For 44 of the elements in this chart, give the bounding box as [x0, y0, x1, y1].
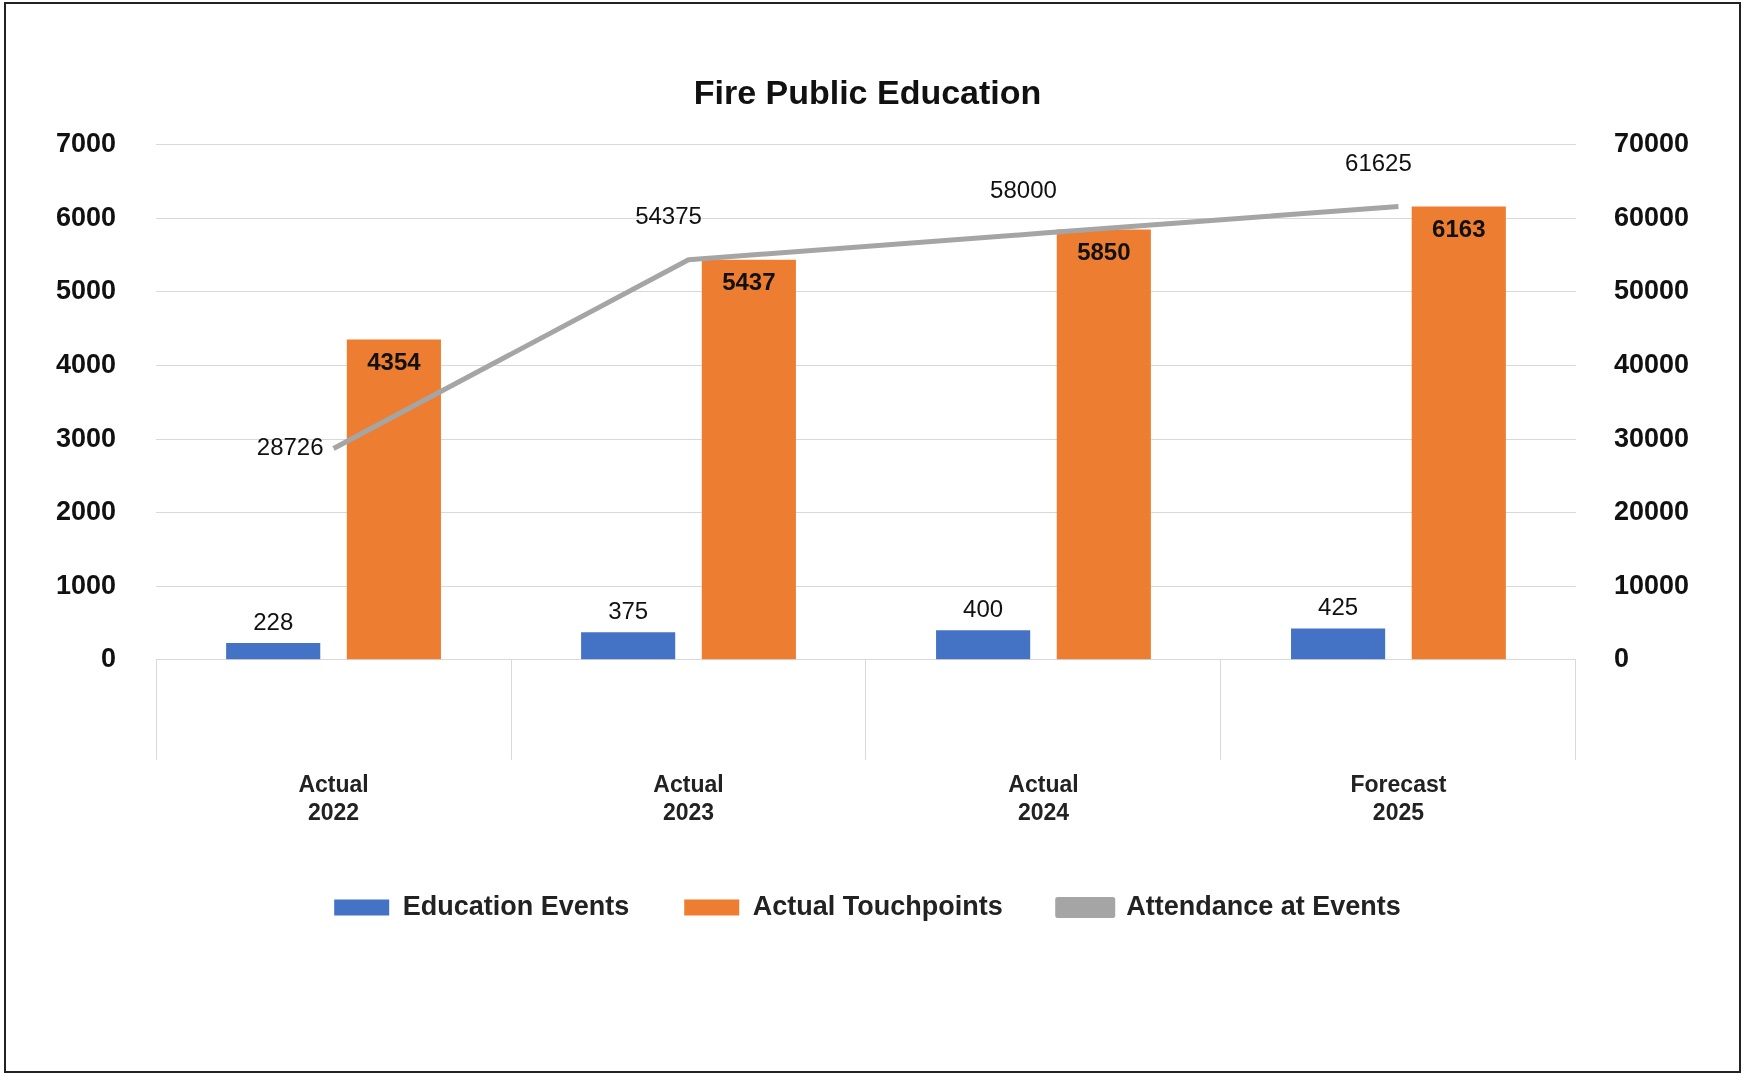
y-tick-label: 1000: [55, 569, 117, 600]
data-label: 54375: [635, 202, 702, 230]
y-tick-label: 7000: [55, 128, 117, 159]
legend-label: Actual Touchpoints: [752, 890, 1003, 921]
x-tick-label: Actual 2022: [298, 770, 369, 825]
bar: [1056, 229, 1151, 660]
y2-tick-label: 60000: [1613, 201, 1690, 232]
y2-tick-label: 10000: [1613, 569, 1690, 600]
legend-label: Education Events: [402, 890, 630, 921]
y2-tick-label: 40000: [1613, 348, 1690, 379]
y2-tick-label: 70000: [1613, 128, 1690, 159]
y2-tick-label: 20000: [1613, 496, 1690, 527]
y2-tick-label: 50000: [1613, 275, 1690, 306]
data-label: 61625: [1345, 149, 1412, 177]
y-tick-label: 0: [101, 643, 117, 674]
y2-tick-label: 30000: [1613, 422, 1690, 453]
data-label: 375: [608, 596, 649, 624]
data-label: 228: [253, 607, 294, 635]
x-tick-label: Actual 2024: [1008, 770, 1079, 825]
bar: [581, 632, 676, 660]
data-label: 58000: [990, 175, 1057, 203]
y-tick-label: 3000: [55, 422, 117, 453]
x-tick-label: Actual 2023: [653, 770, 724, 825]
data-label: 425: [1318, 593, 1359, 621]
bar: [1411, 206, 1506, 660]
bar: [1291, 628, 1386, 660]
chart-title: Fire Public Education: [693, 72, 1042, 111]
x-tick-label: Forecast 2025: [1350, 770, 1447, 825]
data-label: 5850: [1077, 238, 1131, 266]
bar: [936, 630, 1031, 660]
y2-tick-label: 0: [1613, 643, 1629, 674]
y-tick-label: 6000: [55, 201, 117, 232]
data-label: 28726: [256, 433, 324, 461]
bar: [346, 339, 441, 660]
data-label: 5437: [722, 268, 776, 296]
y-tick-label: 2000: [55, 496, 117, 527]
bar: [701, 259, 796, 660]
bar: [226, 643, 321, 660]
y-tick-label: 5000: [55, 275, 117, 306]
data-label: 400: [963, 595, 1004, 622]
data-label: 4354: [367, 348, 422, 376]
y-tick-label: 4000: [55, 348, 117, 379]
legend-label: Attendance at Events: [1126, 890, 1401, 921]
data-label: 6163: [1432, 215, 1486, 242]
